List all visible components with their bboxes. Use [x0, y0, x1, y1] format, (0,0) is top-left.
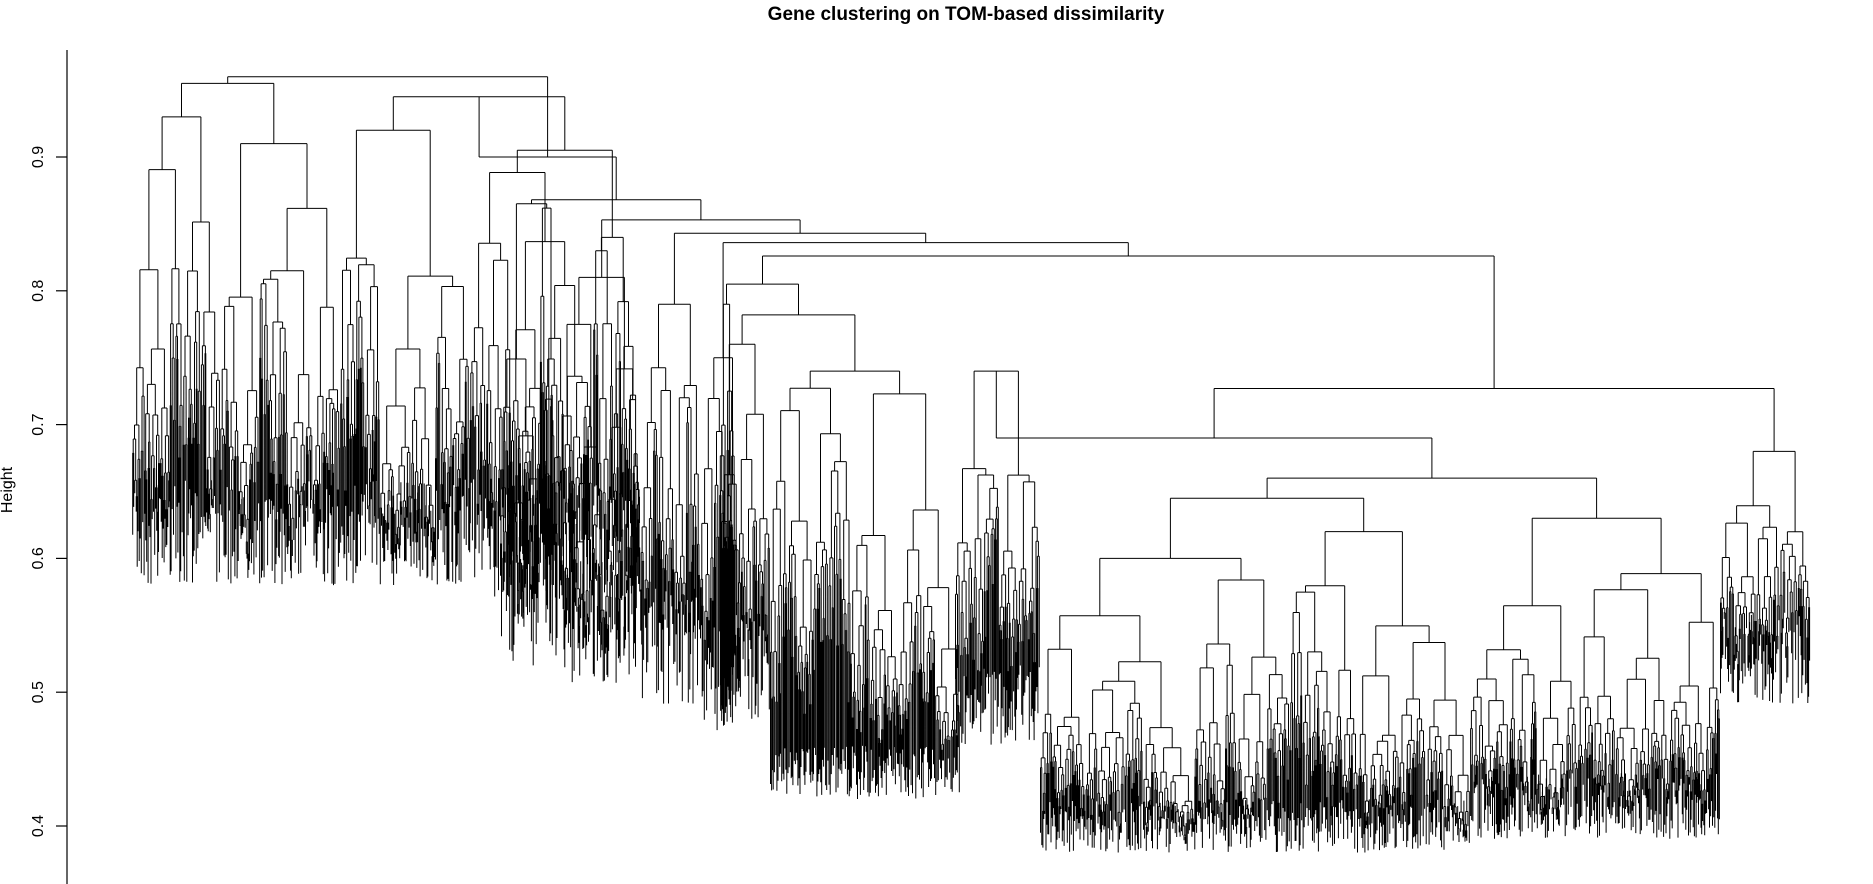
y-tick-label: 0.7	[30, 413, 47, 435]
y-tick-label: 0.8	[30, 280, 47, 302]
dendrogram-branch-lines	[132, 76, 1811, 853]
dendrogram-branches	[132, 76, 1811, 853]
y-tick-label: 0.4	[30, 815, 47, 837]
y-axis-ticks: 0.4 0.5 0.6 0.7 0.8 0.9	[30, 146, 67, 837]
y-tick-label: 0.5	[30, 681, 47, 703]
y-tick-label: 0.6	[30, 547, 47, 569]
chart-title: Gene clustering on TOM-based dissimilari…	[768, 4, 1165, 25]
y-axis-label: Height	[0, 466, 16, 513]
y-tick-label: 0.9	[30, 146, 47, 168]
